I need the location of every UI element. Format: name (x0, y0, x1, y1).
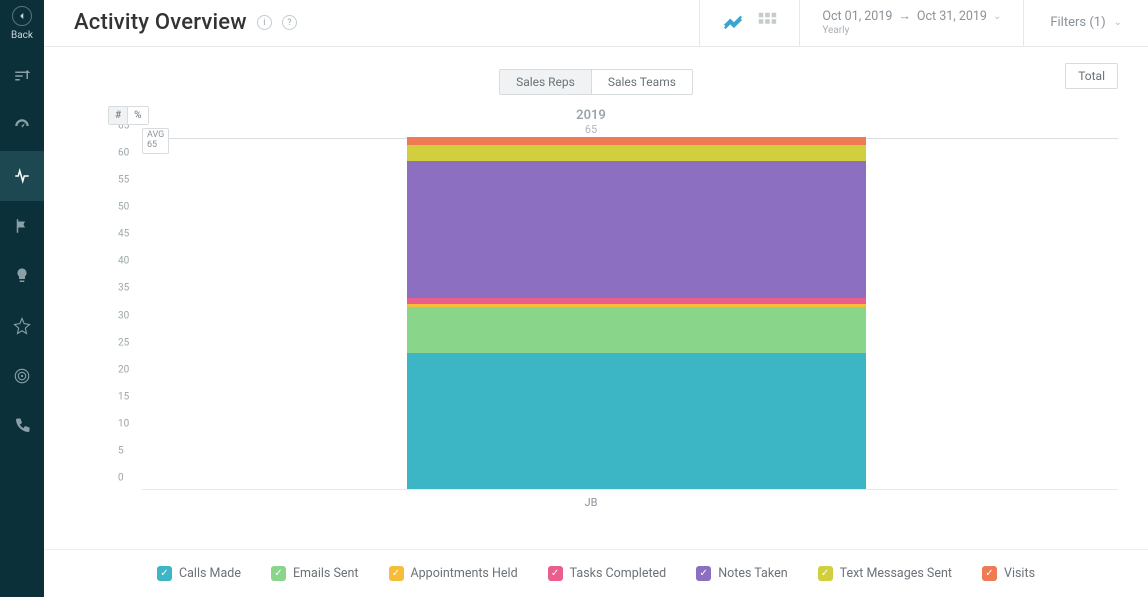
tab-sales-reps[interactable]: Sales Reps (500, 70, 592, 94)
y-tick: 25 (118, 337, 129, 348)
controls-row: Sales Reps Sales Teams Total (44, 63, 1148, 102)
bar-segment-emails_sent[interactable] (407, 307, 866, 352)
topbar: Activity Overview i ? Oct 01, 2019 → Oct… (44, 0, 1148, 47)
avg-value: 65 (147, 140, 157, 150)
chevron-down-icon: ⌄ (993, 11, 1001, 22)
tab-sales-teams[interactable]: Sales Teams (592, 70, 692, 94)
bar-segment-appointments_held[interactable] (407, 304, 866, 307)
legend-label: Text Messages Sent (840, 566, 952, 581)
checkbox-icon: ✓ (157, 566, 172, 581)
grid-view-button[interactable] (756, 10, 778, 36)
avg-tag: AVG 65 (142, 128, 169, 154)
bar-segment-text_messages_sent[interactable] (407, 145, 866, 161)
year-total: 65 (64, 123, 1118, 136)
y-tick: 20 (118, 364, 129, 375)
back-label: Back (11, 30, 33, 41)
x-category: JB (64, 496, 1118, 509)
y-tick: 35 (118, 283, 129, 294)
y-tick: 10 (118, 418, 129, 429)
date-granularity: Yearly (822, 25, 1001, 36)
y-tick: 50 (118, 202, 129, 213)
nav-activity[interactable] (0, 151, 44, 201)
nav-target[interactable] (0, 351, 44, 401)
date-range-picker[interactable]: Oct 01, 2019 → Oct 31, 2019 ⌄ Yearly (799, 0, 1023, 46)
legend-item-text_messages_sent[interactable]: ✓ Text Messages Sent (818, 566, 952, 581)
y-tick: 40 (118, 256, 129, 267)
checkbox-icon: ✓ (389, 566, 404, 581)
checkbox-icon: ✓ (271, 566, 286, 581)
date-end: Oct 31, 2019 (917, 9, 987, 24)
bar-segment-notes_taken[interactable] (407, 161, 866, 299)
y-tick: 0 (118, 473, 124, 484)
percent-mode-button[interactable]: % (128, 107, 147, 124)
checkbox-icon: ✓ (548, 566, 563, 581)
grouping-toggle: Sales Reps Sales Teams (499, 69, 693, 95)
date-start: Oct 01, 2019 (822, 9, 892, 24)
count-mode-button[interactable]: # (109, 107, 128, 124)
legend-label: Notes Taken (718, 566, 787, 581)
checkbox-icon: ✓ (818, 566, 833, 581)
legend-item-appointments_held[interactable]: ✓ Appointments Held (389, 566, 518, 581)
legend-item-calls_made[interactable]: ✓ Calls Made (157, 566, 241, 581)
nav-favorites[interactable] (0, 301, 44, 351)
nav-sort[interactable] (0, 51, 44, 101)
bar-segment-visits[interactable] (407, 137, 866, 145)
y-tick: 5 (118, 445, 124, 456)
legend-item-visits[interactable]: ✓ Visits (982, 566, 1035, 581)
y-tick: 45 (118, 229, 129, 240)
nav-flag[interactable] (0, 201, 44, 251)
checkbox-icon: ✓ (982, 566, 997, 581)
legend-item-emails_sent[interactable]: ✓ Emails Sent (271, 566, 359, 581)
sidebar: Back (0, 0, 44, 597)
y-tick: 15 (118, 391, 129, 402)
chart-plot: AVG 65 05101520253035404550556065 (142, 138, 1118, 490)
legend-label: Visits (1004, 566, 1035, 581)
arrow-right-icon: → (898, 9, 911, 24)
nav-phone[interactable] (0, 401, 44, 451)
year-label: 2019 (64, 108, 1118, 123)
y-tick: 30 (118, 310, 129, 321)
legend-item-tasks_completed[interactable]: ✓ Tasks Completed (548, 566, 667, 581)
chart-view-button[interactable] (722, 10, 744, 36)
legend-label: Calls Made (179, 566, 241, 581)
page-title: Activity Overview (74, 10, 247, 35)
chart-area: # % 2019 65 AVG 65 051015202530354045505… (64, 108, 1118, 509)
nav-dashboard[interactable] (0, 101, 44, 151)
help-icon[interactable]: ? (282, 15, 297, 30)
legend-label: Tasks Completed (570, 566, 667, 581)
y-tick: 60 (118, 148, 129, 159)
main: Activity Overview i ? Oct 01, 2019 → Oct… (44, 0, 1148, 597)
info-icon[interactable]: i (257, 15, 272, 30)
filters-label: Filters (1) (1050, 15, 1105, 30)
total-button[interactable]: Total (1065, 63, 1118, 89)
chevron-down-icon: ⌄ (1114, 17, 1122, 28)
filters-button[interactable]: Filters (1) ⌄ (1023, 0, 1148, 46)
legend-label: Appointments Held (411, 566, 518, 581)
view-toggle (699, 0, 799, 46)
value-mode-toggle: # % (108, 106, 149, 125)
legend-label: Emails Sent (293, 566, 359, 581)
bar-segment-tasks_completed[interactable] (407, 298, 866, 303)
legend: ✓ Calls Made ✓ Emails Sent ✓ Appointments Hel… (44, 549, 1148, 597)
checkbox-icon: ✓ (696, 566, 711, 581)
avg-label: AVG (147, 130, 164, 140)
legend-item-notes_taken[interactable]: ✓ Notes Taken (696, 566, 787, 581)
chevron-left-icon (12, 6, 32, 26)
bar-segment-calls_made[interactable] (407, 353, 866, 489)
back-button[interactable]: Back (11, 6, 33, 41)
nav-ideas[interactable] (0, 251, 44, 301)
y-tick: 55 (118, 175, 129, 186)
